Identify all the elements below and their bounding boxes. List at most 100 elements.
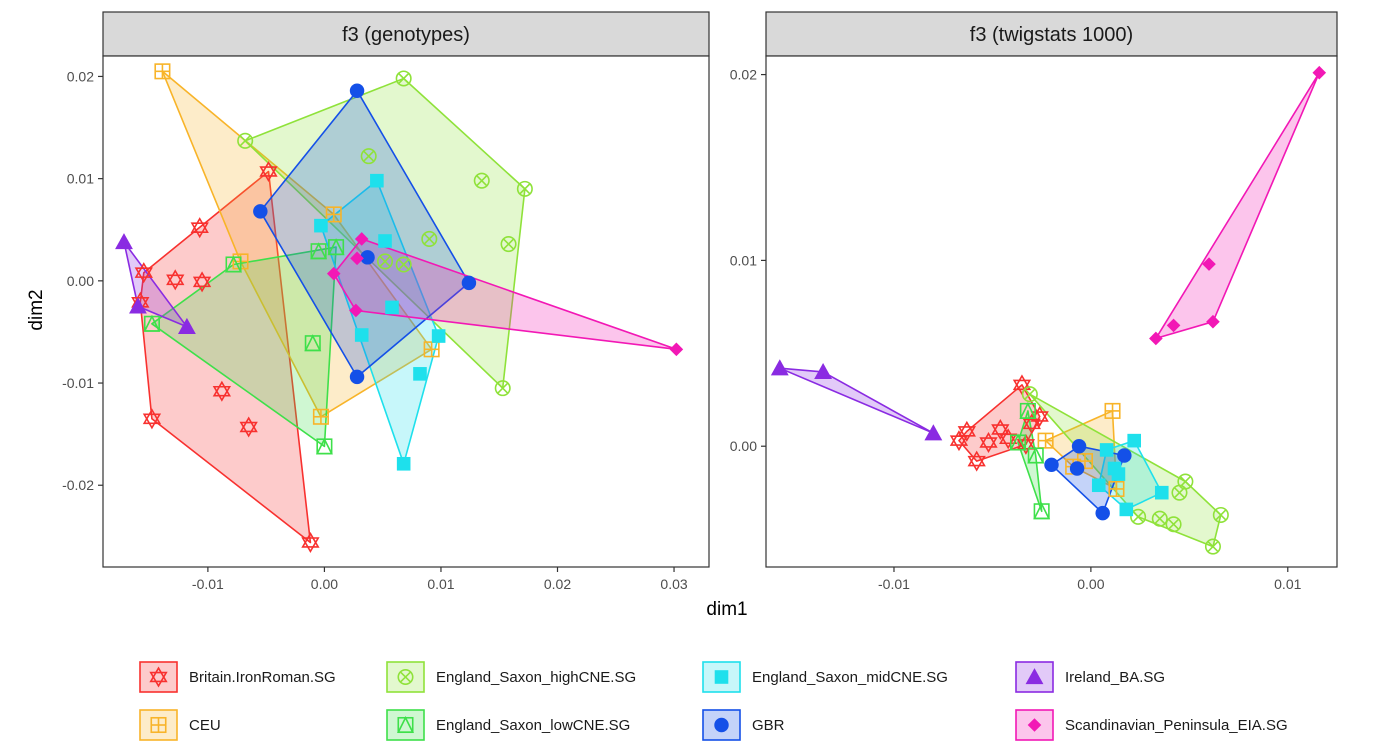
- x-axis-label: dim1: [706, 599, 747, 620]
- point-britain-ironroman-sg: [166, 269, 185, 291]
- x-tick-label: 0.03: [660, 576, 687, 592]
- legend-marker: [396, 715, 415, 734]
- point-england-saxon-lowcne-sg: [1009, 433, 1027, 451]
- point-scandinavian-peninsula-eia-sg: [350, 251, 364, 266]
- point-scandinavian-peninsula-eia-sg: [1202, 257, 1216, 271]
- point-gbr: [1069, 461, 1085, 476]
- point-ireland-ba-sg: [177, 317, 196, 334]
- point-ireland-ba-sg: [129, 297, 147, 314]
- point-england-saxon-highcne-sg: [516, 180, 533, 197]
- point-ceu: [1108, 480, 1125, 497]
- point-england-saxon-highcne-sg: [395, 70, 412, 87]
- y-tick-label: 0.02: [67, 68, 94, 84]
- point-england-saxon-highcne-sg: [500, 236, 517, 253]
- y-tick-label: 0.01: [730, 252, 757, 268]
- point-scandinavian-peninsula-eia-sg: [1149, 331, 1163, 346]
- point-england-saxon-lowcne-sg: [310, 242, 328, 260]
- legend-marker: [1025, 668, 1044, 685]
- point-ceu: [312, 408, 329, 425]
- point-england-saxon-lowcne-sg: [304, 334, 322, 352]
- legend-item-england-saxon-lowcne-sg: England_Saxon_lowCNE.SG: [386, 709, 630, 741]
- point-britain-ironroman-sg: [134, 262, 153, 284]
- legend-marker: [150, 716, 167, 734]
- point-ireland-ba-sg: [770, 359, 789, 376]
- point-england-saxon-highcne-sg: [1177, 473, 1194, 490]
- point-britain-ironroman-sg: [212, 380, 232, 402]
- point-britain-ironroman-sg: [192, 271, 212, 293]
- legend-item-scandinavian-peninsula-eia-sg: Scandinavian_Peninsula_EIA.SG: [1015, 709, 1288, 741]
- panel-title: f3 (genotypes): [342, 24, 470, 46]
- point-gbr: [1095, 505, 1110, 521]
- legend-item-england-saxon-highcne-sg: England_Saxon_highCNE.SG: [386, 661, 636, 693]
- y-tick-label: -0.01: [62, 375, 94, 391]
- point-england-saxon-midcne-sg: [413, 367, 427, 381]
- point-england-saxon-highcne-sg: [1165, 516, 1182, 533]
- x-tick-label: 0.01: [1274, 576, 1301, 592]
- point-england-saxon-lowcne-sg: [1019, 401, 1037, 419]
- legend-marker: [149, 666, 168, 688]
- point-england-saxon-highcne-sg: [237, 132, 254, 149]
- point-gbr: [1071, 438, 1087, 454]
- legend-label: Ireland_BA.SG: [1065, 669, 1165, 686]
- point-ceu: [423, 341, 440, 358]
- point-scandinavian-peninsula-eia-sg: [669, 342, 684, 357]
- point-scandinavian-peninsula-eia-sg: [1206, 314, 1220, 329]
- y-tick-label: 0.00: [67, 273, 94, 289]
- point-england-saxon-midcne-sg: [1127, 433, 1141, 448]
- point-england-saxon-midcne-sg: [370, 173, 384, 188]
- legend-label: Scandinavian_Peninsula_EIA.SG: [1065, 717, 1288, 734]
- y-tick-label: -0.02: [62, 477, 94, 493]
- legend-marker: [714, 717, 729, 733]
- point-england-saxon-midcne-sg: [354, 328, 369, 342]
- legend-label: Britain.IronRoman.SG: [189, 669, 336, 686]
- point-britain-ironroman-sg: [239, 416, 258, 438]
- point-gbr: [461, 275, 477, 291]
- panel-border: [765, 55, 1338, 568]
- legend-label: GBR: [752, 717, 785, 734]
- plot-area: [766, 56, 1337, 567]
- panel-strip: [102, 11, 710, 57]
- y-tick-label: 0.01: [67, 171, 94, 187]
- point-britain-ironroman-sg: [259, 160, 278, 183]
- point-britain-ironroman-sg: [967, 450, 986, 472]
- y-tick-label: 0.00: [730, 438, 757, 454]
- point-england-saxon-midcne-sg: [1091, 478, 1106, 493]
- point-england-saxon-lowcne-sg: [143, 314, 161, 332]
- y-axis-label: dim2: [26, 289, 47, 330]
- point-ceu: [325, 206, 342, 223]
- legend-key: [386, 709, 425, 741]
- hull-ireland-ba-sg: [778, 367, 935, 435]
- point-gbr: [360, 250, 375, 265]
- point-england-saxon-highcne-sg: [473, 172, 490, 189]
- legend-label: England_Saxon_midCNE.SG: [752, 669, 948, 686]
- point-scandinavian-peninsula-eia-sg: [354, 232, 369, 246]
- legend-item-england-saxon-midcne-sg: England_Saxon_midCNE.SG: [702, 661, 948, 693]
- point-england-saxon-lowcne-sg: [327, 238, 345, 256]
- point-england-saxon-lowcne-sg: [1027, 446, 1045, 464]
- point-britain-ironroman-sg: [190, 217, 209, 239]
- point-england-saxon-midcne-sg: [314, 218, 328, 233]
- point-scandinavian-peninsula-eia-sg: [326, 266, 341, 281]
- point-gbr: [349, 369, 365, 385]
- legend-item-britain-ironroman-sg: Britain.IronRoman.SG: [139, 661, 336, 693]
- legend-label: England_Saxon_lowCNE.SG: [436, 717, 630, 734]
- point-england-saxon-highcne-sg: [1130, 508, 1147, 525]
- legend: Britain.IronRoman.SG CEU England_Saxon_hig…: [139, 661, 1288, 741]
- point-scandinavian-peninsula-eia-sg: [349, 303, 363, 318]
- legend-marker: [714, 670, 729, 684]
- point-ceu: [1037, 432, 1054, 449]
- point-england-saxon-midcne-sg: [1107, 461, 1122, 476]
- point-england-saxon-midcne-sg: [396, 456, 411, 471]
- point-ceu: [1104, 402, 1121, 419]
- point-britain-ironroman-sg: [979, 431, 998, 454]
- x-tick-label: 0.01: [427, 576, 454, 592]
- point-england-saxon-midcne-sg: [385, 300, 399, 315]
- point-gbr: [253, 204, 268, 219]
- point-england-saxon-lowcne-sg: [225, 255, 243, 273]
- point-england-saxon-highcne-sg: [1021, 386, 1038, 403]
- point-england-saxon-highcne-sg: [360, 148, 377, 165]
- point-england-saxon-lowcne-sg: [1033, 502, 1051, 520]
- legend-item-gbr: GBR: [702, 709, 785, 741]
- point-ceu: [1076, 453, 1093, 470]
- point-britain-ironroman-sg: [301, 531, 320, 553]
